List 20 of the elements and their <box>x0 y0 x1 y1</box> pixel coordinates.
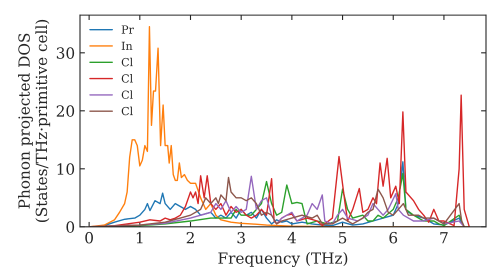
x-tick-label: 3 <box>237 232 245 244</box>
legend-label: Cl <box>122 90 133 99</box>
x-axis-title: Frequency (THz) <box>218 252 348 268</box>
y-tick-label: 20 <box>56 105 74 117</box>
legend-label: In <box>122 42 132 50</box>
y-tick-label: 10 <box>58 163 74 175</box>
x-tick-label: 5 <box>338 232 346 244</box>
x-tick-label: 4 <box>287 232 296 244</box>
y-axis-title: Phonon projected DOS (States/THz·primitive cell) <box>18 20 50 222</box>
legend-label: Cl <box>122 58 133 66</box>
x-tick-label: 2 <box>186 232 194 244</box>
x-tick-label: 1 <box>136 232 142 244</box>
y-tick-label: 0 <box>66 221 74 233</box>
x-tick-label: 7 <box>440 232 448 244</box>
y-tick-label: 30 <box>56 47 74 59</box>
legend-label: Cl <box>122 106 133 116</box>
legend-label: Cl <box>122 74 133 83</box>
x-tick-label: 6 <box>389 232 398 244</box>
x-tick-label: 0 <box>85 232 93 244</box>
legend-label: Pr <box>122 25 134 34</box>
